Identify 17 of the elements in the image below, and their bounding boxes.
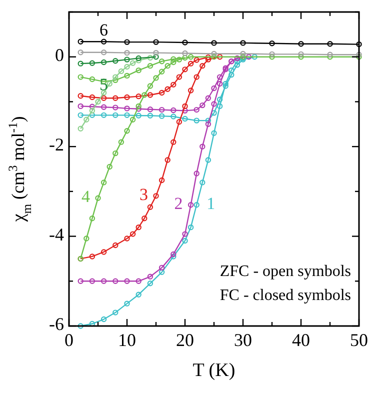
y-tick-label: -2 <box>49 134 64 155</box>
series-label: 3 <box>140 184 148 204</box>
x-tick-label: 30 <box>234 330 252 350</box>
series-label: 4 <box>82 187 90 206</box>
x-tick-label: 20 <box>176 330 194 350</box>
series-label: 1 <box>206 194 216 213</box>
y-tick-label: 0 <box>55 44 64 65</box>
y-tick-label: -6 <box>49 314 64 334</box>
annotation: ZFC - open symbols <box>220 263 351 280</box>
x-tick-label: 50 <box>350 330 368 350</box>
y-tick-label: -4 <box>49 224 64 244</box>
x-tick-label: 40 <box>292 330 310 350</box>
annotation: FC - closed symbols <box>220 287 351 304</box>
x-tick-label: 10 <box>118 330 136 350</box>
x-axis-title: T (K) <box>192 360 236 381</box>
series-label: 2 <box>174 194 183 213</box>
legend-label: 6 <box>100 20 108 40</box>
